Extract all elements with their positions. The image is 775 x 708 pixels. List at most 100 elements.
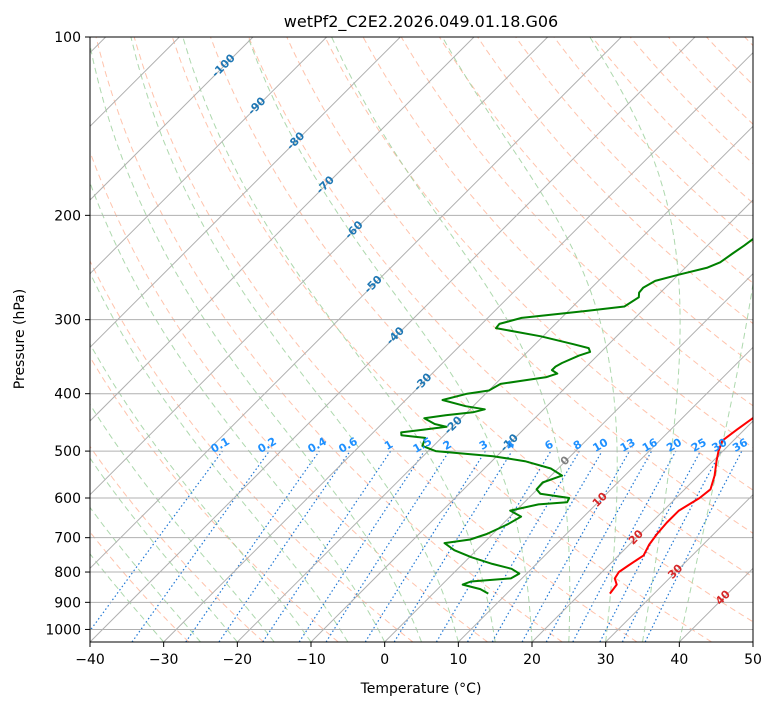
isotherm-label: -20 [442,413,465,436]
dry-adiabat [553,37,753,244]
moist-adiabat [90,343,312,642]
moist-adiabat [90,553,165,642]
isotherm-line [605,493,753,642]
chart-title: wetPf2_C2E2.2026.049.01.18.G06 [284,12,558,32]
moist-adiabat [90,403,275,642]
y-tick-label: 200 [54,208,81,224]
axes: −40 −30 −20 −10 0 10 20 30 40 5010020030040050060… [45,30,762,668]
plot-frame [89,36,754,643]
isotherm-label: -40 [384,324,407,347]
isotherm-label: 40 [713,587,733,607]
isotherm-line [90,37,475,422]
isotherm-line [236,125,753,642]
mixing-ratio-label: 1 [382,438,395,453]
y-tick-label: 500 [54,444,81,460]
mixing-ratio-label: 0.4 [305,435,329,456]
plot-area: -100-90-80-70-60-50-40-30-20-10010203040… [90,24,775,642]
isotherm-line [90,37,401,349]
mixing-ratio-label: 25 [689,436,709,455]
x-axis-label: Temperature (°C) [360,681,482,697]
isotherm-line [90,37,549,496]
mixing-ratio-line [185,450,320,642]
isotherm-label: 30 [665,561,685,581]
mixing-ratio-label: 3 [477,438,490,453]
mixing-ratio-line [131,450,270,642]
mixing-ratio-label: 0.6 [336,435,360,456]
mixing-ratio-label: 36 [730,436,750,455]
dry-adiabat [209,37,753,623]
y-tick-label: 600 [54,491,81,507]
x-tick-label: −30 [149,652,179,668]
x-tick-label: −40 [75,652,105,668]
moist-adiabat [441,37,618,642]
isotherm-line [90,37,622,570]
dry-adiabat [90,531,190,642]
isotherm-label: -70 [314,173,337,196]
mixing-ratio-line [90,450,223,632]
y-tick-label: 900 [54,595,81,611]
dry-adiabat [90,259,414,642]
dry-adiabat [90,150,488,642]
mixing-ratio-line [364,450,486,642]
x-tick-label: 0 [380,652,389,668]
mixing-ratio-line [545,450,653,642]
dry-adiabat [90,445,264,642]
dry-adiabat [400,37,753,407]
dry-adiabat [770,24,775,642]
isotherm-line [678,567,753,642]
moist-adiabat [90,181,386,642]
isotherm-label: -60 [342,218,365,241]
mixing-ratio-line [298,450,425,642]
dry-adiabat [248,37,753,578]
mixing-ratio-label: 10 [590,436,610,455]
dry-adiabat [133,37,638,642]
mixing-ratio-line [325,450,450,642]
mixing-ratio-label: 6 [542,438,555,453]
x-tick-label: 30 [597,652,615,668]
moist-adiabat [331,37,571,642]
dry-adiabat [90,356,339,642]
isotherm-label: 20 [626,527,646,547]
y-tick-label: 1000 [45,622,81,638]
mixing-ratio-label: 8 [571,438,584,453]
dry-adiabat [324,37,753,491]
temperature-profile [609,416,753,595]
x-tick-label: −20 [223,652,253,668]
isotherm-line [531,420,753,642]
dry-adiabat [591,37,753,204]
x-tick-label: 40 [670,652,688,668]
isotherm-line [310,199,753,642]
moist-adiabat [678,280,753,642]
x-tick-label: 10 [449,652,467,668]
mixing-ratio-line [435,450,552,642]
moist-adiabat [589,37,681,642]
moist-adiabat [182,37,496,642]
isotherm-line [90,37,254,201]
mixing-ratio-line [521,450,631,642]
moist-adiabat [90,271,349,642]
mixing-ratio-label: 16 [640,436,660,455]
isotherm-label: -100 [209,51,238,80]
dry-adiabat [744,37,753,47]
moist-adiabat [90,506,201,642]
isotherm-line [457,346,753,642]
dry-adiabat [438,37,753,366]
isotherm-line [163,51,753,642]
mixing-ratio-line [262,450,392,642]
mixing-ratio-line [466,450,580,642]
y-axis-label: Pressure (hPa) [12,289,28,389]
mixing-ratio-line [218,450,351,642]
dry-adiabat [362,37,753,449]
isotherm-line [752,641,753,642]
mixing-ratio-label: 1.5 [411,435,434,456]
mixing-ratio-label: 20 [664,436,684,455]
mixing-ratio-line [572,450,677,642]
dry-adiabat [171,37,712,642]
x-tick-label: −10 [296,652,326,668]
dewpoint-profile [400,237,753,595]
y-tick-label: 300 [54,313,81,329]
y-tick-label: 100 [54,30,81,46]
mixing-ratio-line [644,450,743,642]
moist-adiabat [90,457,238,642]
